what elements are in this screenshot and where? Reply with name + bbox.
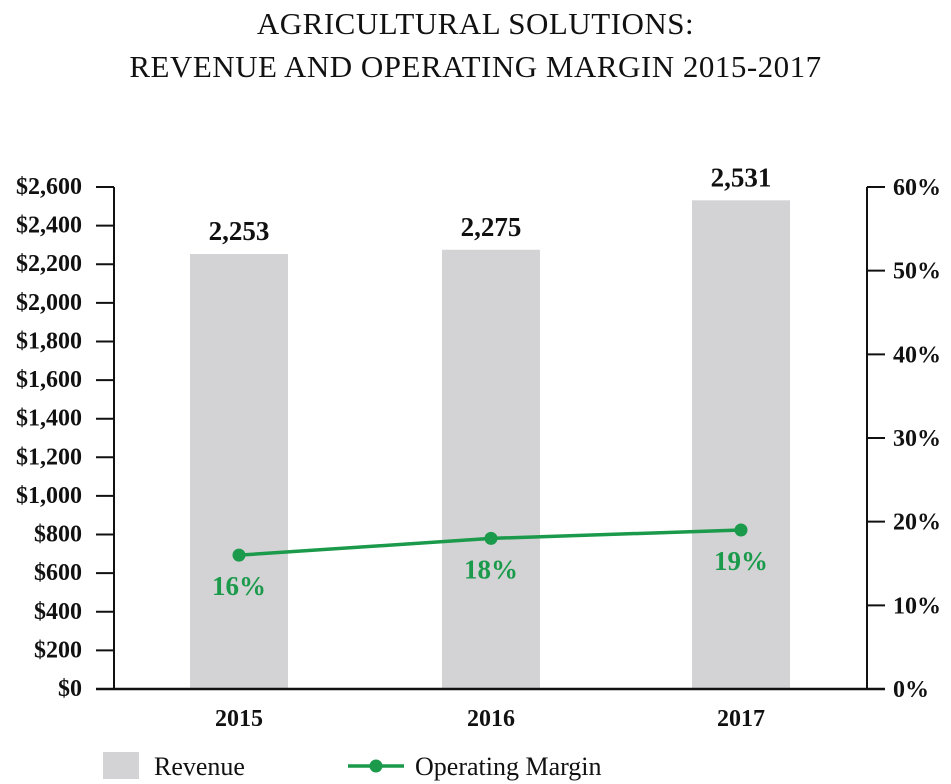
- left-tick-label: $2,400: [16, 213, 82, 239]
- left-tick-label: $600: [34, 560, 82, 586]
- left-tick-label: $400: [34, 599, 82, 625]
- left-tick-label: $0: [58, 676, 82, 702]
- x-tick-label: 2015: [215, 706, 263, 732]
- operating-margin-point-2017: [734, 523, 748, 537]
- operating-margin-point-2015: [232, 548, 246, 562]
- revenue-bar-2015: [190, 253, 288, 690]
- legend-revenue-label: Revenue: [154, 752, 245, 781]
- revenue-label-2015: 2,253: [209, 216, 270, 246]
- x-tick-label: 2017: [717, 706, 765, 732]
- left-tick-label: $1,800: [16, 328, 82, 354]
- revenue-bar-2017: [692, 200, 790, 689]
- left-tick-label: $1,600: [16, 367, 82, 393]
- left-tick-label: $2,200: [16, 251, 82, 277]
- left-tick-label: $2,600: [16, 174, 82, 200]
- left-tick-label: $1,400: [16, 406, 82, 432]
- right-tick-label: 0%: [893, 677, 929, 703]
- right-tick-label: 30%: [893, 426, 941, 452]
- revenue-label-2016: 2,275: [461, 212, 522, 242]
- left-tick-label: $200: [34, 637, 82, 663]
- right-tick-label: 50%: [893, 259, 941, 285]
- left-tick-label: $2,000: [16, 290, 82, 316]
- left-tick-label: $1,200: [16, 444, 82, 470]
- operating-margin-label-2017: 19%: [714, 546, 768, 576]
- legend-margin-marker: [369, 759, 383, 773]
- legend-revenue-swatch: [103, 752, 139, 779]
- revenue-bar-2016: [442, 249, 540, 689]
- right-tick-label: 40%: [893, 342, 941, 368]
- left-tick-label: $1,000: [16, 483, 82, 509]
- chart-title: AGRICULTURAL SOLUTIONS: REVENUE AND OPER…: [0, 2, 951, 88]
- chart-title-line-2: REVENUE AND OPERATING MARGIN 2015-2017: [129, 49, 822, 84]
- right-tick-label: 20%: [893, 510, 941, 536]
- operating-margin-label-2015: 16%: [212, 571, 266, 601]
- x-tick-label: 2016: [467, 706, 515, 732]
- right-tick-label: 10%: [893, 593, 941, 619]
- operating-margin-label-2016: 18%: [464, 554, 518, 584]
- legend-margin-label: Operating Margin: [415, 752, 602, 781]
- chart-title-line-1: AGRICULTURAL SOLUTIONS:: [256, 6, 695, 41]
- revenue-label-2017: 2,531: [711, 162, 772, 192]
- right-tick-label: 60%: [893, 175, 941, 201]
- operating-margin-point-2016: [484, 531, 498, 545]
- left-tick-label: $800: [34, 522, 82, 548]
